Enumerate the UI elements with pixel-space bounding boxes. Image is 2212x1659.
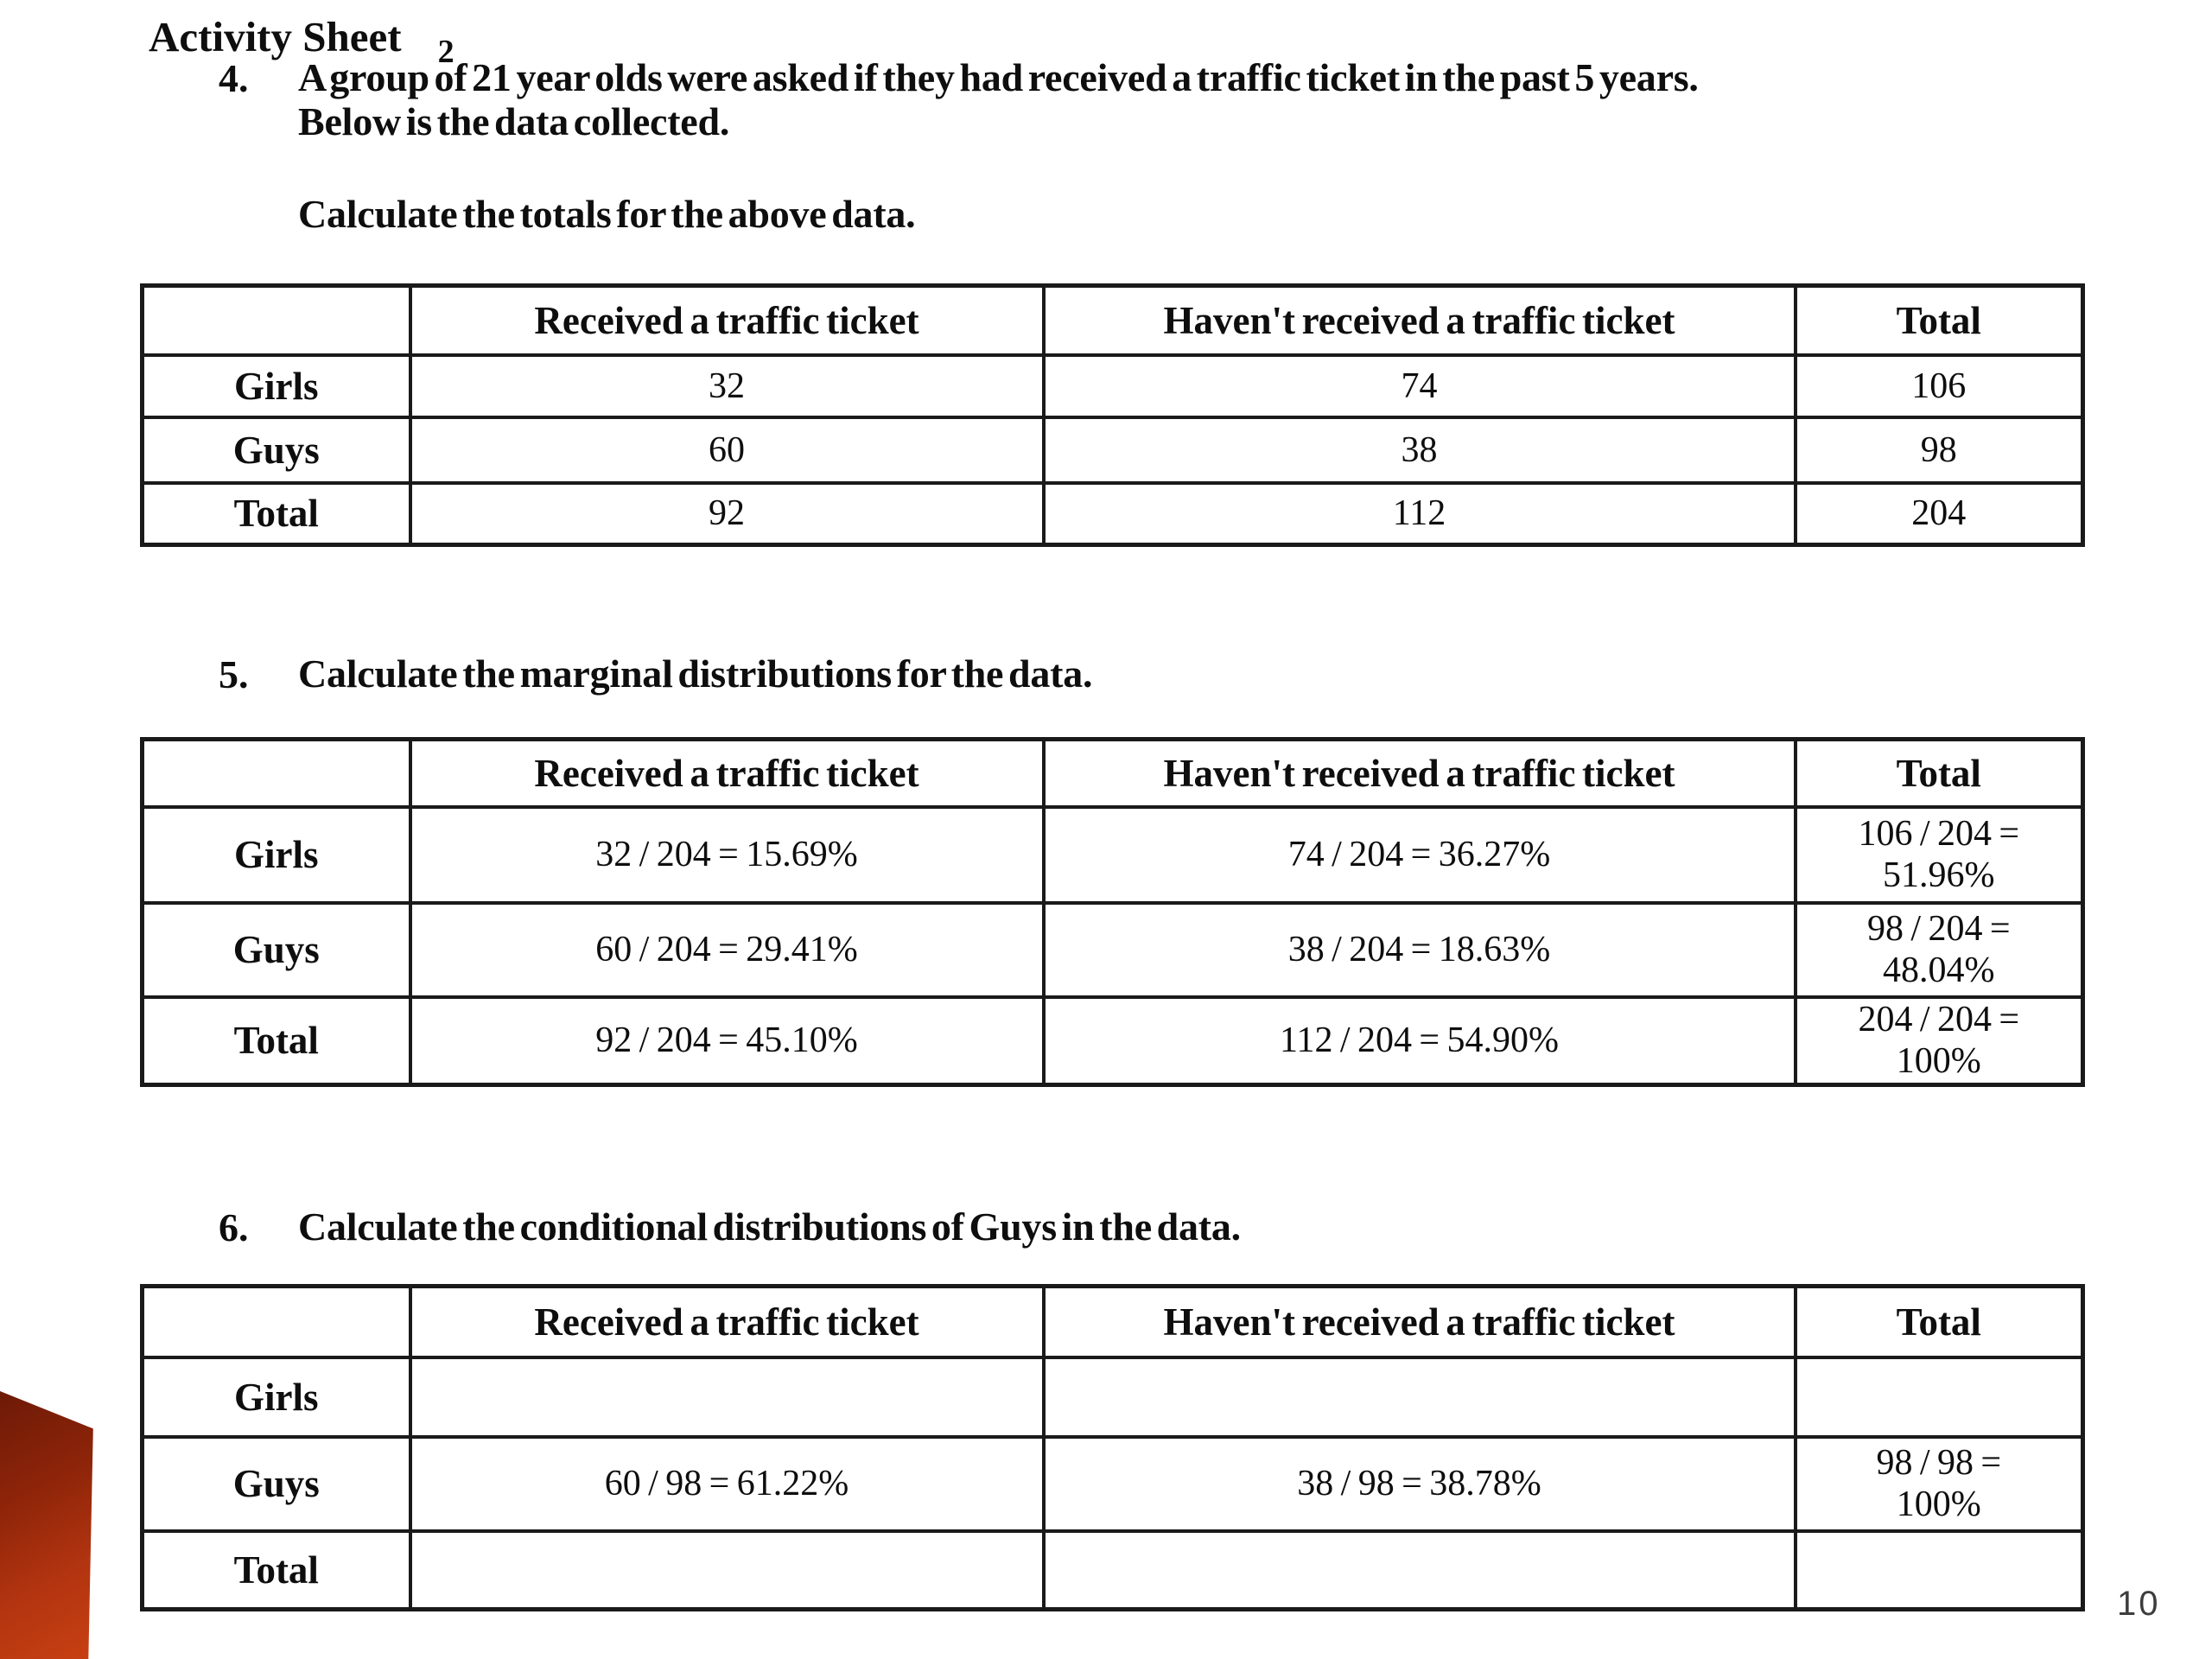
question-4-line1: A group of 21 year olds were asked if th…: [298, 55, 1699, 99]
table-cell: 92: [408, 480, 1046, 547]
column-header-total: Total: [1793, 283, 2085, 357]
column-header-received: Received a traffic ticket: [408, 283, 1046, 357]
row-header-total: Total: [140, 995, 412, 1087]
table-cell-empty: [1793, 1355, 2085, 1439]
question-6-number: 6.: [219, 1205, 249, 1249]
table-cell: 60 / 204 = 29.41%: [408, 900, 1046, 999]
row-header-girls: Girls: [140, 1355, 412, 1439]
column-header-not-received: Haven't received a traffic ticket: [1041, 283, 1797, 357]
column-header-blank: [140, 1284, 412, 1359]
row-header-guys: Guys: [140, 900, 412, 999]
question-6-text: Calculate the conditional distributions …: [298, 1205, 1241, 1249]
table-cell: 106 / 204 = 51.96%: [1793, 804, 2085, 905]
question-4-line2: Below is the data collected.: [298, 99, 730, 143]
table-row: Girls: [140, 1355, 2085, 1439]
table-cell: 204 / 204 = 100%: [1793, 995, 2085, 1087]
question-4-instruction: Calculate the totals for the above data.: [298, 192, 916, 236]
table-cell: 74: [1041, 353, 1797, 419]
table-header-row: Received a traffic ticket Haven't receiv…: [140, 1284, 2085, 1359]
table-cell: 74 / 204 = 36.27%: [1041, 804, 1797, 905]
page-number: 10: [2117, 1585, 2161, 1623]
totals-table: Received a traffic ticket Haven't receiv…: [140, 283, 2085, 547]
table-row: Girls 32 74 106: [140, 353, 2085, 419]
row-header-guys: Guys: [140, 415, 412, 485]
table-cell: 92 / 204 = 45.10%: [408, 995, 1046, 1087]
row-header-girls: Girls: [140, 804, 412, 905]
row-header-total: Total: [140, 1529, 412, 1611]
column-header-total: Total: [1793, 737, 2085, 809]
conditional-distributions-table: Received a traffic ticket Haven't receiv…: [140, 1284, 2085, 1611]
page-title: Activity Sheet 2: [149, 12, 454, 70]
column-header-received: Received a traffic ticket: [408, 737, 1046, 809]
red-corner-accent-shape: [0, 1391, 93, 1659]
table-cell-empty: [1793, 1529, 2085, 1611]
question-4-number: 4.: [219, 56, 249, 100]
table-cell: 38 / 204 = 18.63%: [1041, 900, 1797, 999]
table-row: Total 92 / 204 = 45.10% 112 / 204 = 54.9…: [140, 995, 2085, 1087]
row-header-guys: Guys: [140, 1434, 412, 1533]
table-header-row: Received a traffic ticket Haven't receiv…: [140, 283, 2085, 357]
table-cell: 98 / 98 = 100%: [1793, 1434, 2085, 1533]
question-5-text: Calculate the marginal distributions for…: [298, 652, 1093, 696]
table-cell-empty: [408, 1355, 1046, 1439]
table-row: Girls 32 / 204 = 15.69% 74 / 204 = 36.27…: [140, 804, 2085, 905]
table-cell: 112 / 204 = 54.90%: [1041, 995, 1797, 1087]
table-row: Total: [140, 1529, 2085, 1611]
table-row: Guys 60 / 98 = 61.22% 38 / 98 = 38.78% 9…: [140, 1434, 2085, 1533]
table-cell: 38: [1041, 415, 1797, 485]
column-header-blank: [140, 737, 412, 809]
question-5-number: 5.: [219, 652, 249, 696]
table-cell: 32 / 204 = 15.69%: [408, 804, 1046, 905]
table-row: Total 92 112 204: [140, 480, 2085, 547]
table-cell: 60: [408, 415, 1046, 485]
page-title-text: Activity Sheet: [149, 13, 402, 60]
table-cell: 98: [1793, 415, 2085, 485]
column-header-not-received: Haven't received a traffic ticket: [1041, 1284, 1797, 1359]
sheet-number: 2: [437, 34, 454, 70]
column-header-blank: [140, 283, 412, 357]
table-cell: 112: [1041, 480, 1797, 547]
marginal-distributions-table: Received a traffic ticket Haven't receiv…: [140, 737, 2085, 1087]
table-header-row: Received a traffic ticket Haven't receiv…: [140, 737, 2085, 809]
table-cell: 98 / 204 = 48.04%: [1793, 900, 2085, 999]
table-cell-empty: [408, 1529, 1046, 1611]
table-row: Guys 60 38 98: [140, 415, 2085, 485]
table-cell: 32: [408, 353, 1046, 419]
table-row: Guys 60 / 204 = 29.41% 38 / 204 = 18.63%…: [140, 900, 2085, 999]
table-cell: 204: [1793, 480, 2085, 547]
row-header-total: Total: [140, 480, 412, 547]
table-cell: 38 / 98 = 38.78%: [1041, 1434, 1797, 1533]
table-cell: 60 / 98 = 61.22%: [408, 1434, 1046, 1533]
column-header-total: Total: [1793, 1284, 2085, 1359]
table-cell: 106: [1793, 353, 2085, 419]
table-cell-empty: [1041, 1355, 1797, 1439]
column-header-received: Received a traffic ticket: [408, 1284, 1046, 1359]
row-header-girls: Girls: [140, 353, 412, 419]
column-header-not-received: Haven't received a traffic ticket: [1041, 737, 1797, 809]
table-cell-empty: [1041, 1529, 1797, 1611]
